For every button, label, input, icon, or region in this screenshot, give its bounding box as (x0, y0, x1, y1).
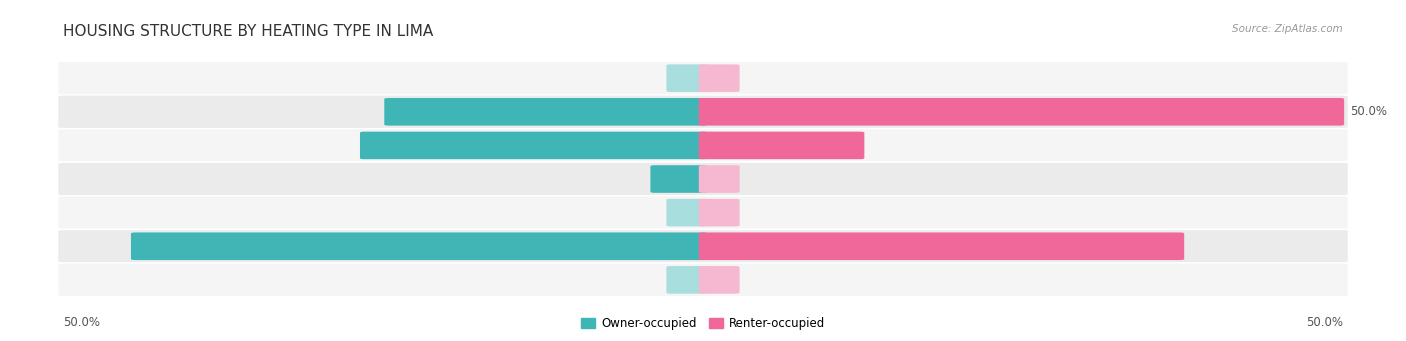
Text: Fuel Oil or Kerosene: Fuel Oil or Kerosene (644, 173, 762, 186)
Text: Electricity: Electricity (673, 139, 733, 152)
Text: Coal or Coke: Coal or Coke (665, 206, 741, 219)
Text: 0.0%: 0.0% (631, 273, 661, 286)
Text: 50.0%: 50.0% (63, 316, 100, 329)
Text: Bottled, Tank, or LP Gas: Bottled, Tank, or LP Gas (633, 105, 773, 118)
Text: 0.0%: 0.0% (631, 72, 661, 85)
Text: No Fuel Used: No Fuel Used (665, 273, 741, 286)
Text: 50.0%: 50.0% (1306, 316, 1343, 329)
Text: 44.6%: 44.6% (89, 240, 125, 253)
Legend: Owner-occupied, Renter-occupied: Owner-occupied, Renter-occupied (576, 313, 830, 335)
Text: 0.0%: 0.0% (745, 72, 775, 85)
Text: Source: ZipAtlas.com: Source: ZipAtlas.com (1232, 24, 1343, 34)
Text: 26.7%: 26.7% (316, 139, 354, 152)
Text: 0.0%: 0.0% (631, 206, 661, 219)
Text: 4.0%: 4.0% (614, 173, 645, 186)
Text: HOUSING STRUCTURE BY HEATING TYPE IN LIMA: HOUSING STRUCTURE BY HEATING TYPE IN LIM… (63, 24, 433, 39)
Text: All other Fuels: All other Fuels (661, 240, 745, 253)
Text: 12.5%: 12.5% (870, 139, 907, 152)
Text: 50.0%: 50.0% (1350, 105, 1386, 118)
Text: 0.0%: 0.0% (745, 173, 775, 186)
Text: 0.0%: 0.0% (745, 206, 775, 219)
Text: 37.5%: 37.5% (1189, 240, 1227, 253)
Text: 24.8%: 24.8% (342, 105, 378, 118)
Text: Utility Gas: Utility Gas (672, 72, 734, 85)
Text: 0.0%: 0.0% (745, 273, 775, 286)
